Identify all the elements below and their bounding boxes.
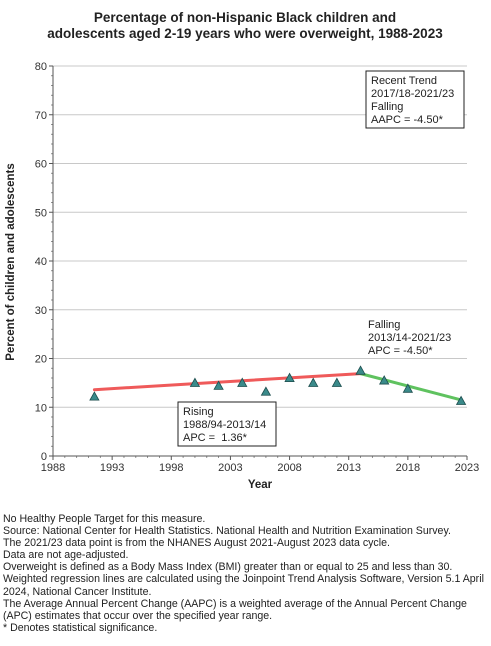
y-tick-label: 70 [35, 110, 47, 122]
x-tick-label: 1998 [159, 462, 183, 474]
data-point [284, 372, 295, 383]
data-point [308, 377, 319, 387]
data-point [260, 386, 272, 396]
y-tick-label: 50 [35, 207, 47, 219]
y-tick-label: 10 [35, 402, 47, 414]
data-point [455, 395, 467, 405]
x-tick-label: 2008 [277, 462, 301, 474]
annotation-recent-trend: Recent Trend 2017/18-2021/23 Falling AAP… [365, 70, 465, 129]
footnote: Source: National Center for Health Stati… [3, 525, 451, 538]
footnote: The 2021/23 data point is from the NHANE… [3, 537, 390, 550]
annotation-falling-line-2: 2013/14-2021/23 [368, 332, 451, 344]
data-point [213, 380, 224, 390]
annotation-recent-trend-line-4: AAPC = -4.50* [371, 114, 444, 126]
footnote: Weighted regression lines are calculated… [3, 573, 484, 598]
annotation-recent-trend-line-1: Recent Trend [371, 75, 437, 87]
data-point [379, 375, 390, 385]
chart: Percentage of non-Hispanic Black childre… [5, 10, 479, 491]
annotation-rising-line-2: 1988/94-2013/14 [183, 419, 266, 431]
annotation-recent-trend-box [365, 70, 465, 129]
data-point [355, 365, 366, 375]
footnote: * Denotes statistical significance. [3, 621, 158, 634]
y-tick-label: 60 [35, 159, 47, 171]
footnote: Data are not age-adjusted. [3, 549, 129, 562]
footnote: No Healthy People Target for this measur… [3, 513, 206, 525]
observed-points [89, 365, 467, 405]
chart-title-line-1: Percentage of non-Hispanic Black childre… [94, 10, 396, 25]
y-axis-label: Percent of children and adolescents [5, 163, 17, 360]
annotation-recent-trend-line-3: Falling [371, 101, 403, 113]
annotation-falling-line-1: Falling [368, 319, 400, 331]
annotation-rising-line-1: Rising [183, 406, 214, 418]
y-tick-label: 20 [35, 354, 47, 366]
x-tick-label: 1993 [100, 462, 124, 474]
x-axis-label: Year [248, 479, 273, 491]
axes [49, 65, 468, 460]
y-tick-label: 0 [41, 451, 47, 463]
data-point [189, 377, 201, 387]
x-tick-label: 2023 [455, 462, 479, 474]
x-tick-label: 2013 [336, 462, 360, 474]
x-tick-label: 2018 [396, 462, 420, 474]
annotation-falling-line-3: APC = -4.50* [368, 345, 433, 357]
annotation-rising: Rising 1988/94-2013/14 APC = 1.36* [177, 401, 277, 447]
y-tick-label: 30 [35, 305, 47, 317]
footnote: The Average Annual Percent Change (AAPC)… [3, 597, 467, 622]
tick-labels: 0 10 20 30 40 50 60 70 80 1988 1993 1998 2003 2008 201… [35, 61, 479, 474]
trend-segment-1 [92, 372, 363, 392]
y-tick-label: 80 [35, 61, 47, 73]
trend-segment-2 [359, 372, 463, 402]
data-point [331, 377, 343, 387]
annotation-recent-trend-line-2: 2017/18-2021/23 [371, 88, 454, 100]
x-tick-label: 1988 [41, 462, 65, 474]
gridlines [53, 65, 467, 408]
trend-lines [92, 372, 463, 402]
data-point [89, 391, 100, 401]
data-point [402, 383, 414, 393]
chart-title-line-2: adolescents aged 2-19 years who were ove… [47, 26, 443, 41]
chart-title: Percentage of non-Hispanic Black childre… [47, 10, 443, 41]
annotation-rising-box [177, 401, 277, 447]
data-point [237, 377, 248, 387]
annotation-rising-line-3: APC = 1.36* [183, 432, 248, 444]
footnotes: No Healthy People Target for this measur… [3, 513, 488, 634]
annotation-falling: Falling 2013/14-2021/23 APC = -4.50* [368, 319, 451, 357]
footnote: Overweight is defined as a Body Mass Ind… [3, 561, 453, 574]
y-tick-label: 40 [35, 256, 47, 268]
x-tick-label: 2003 [218, 462, 242, 474]
